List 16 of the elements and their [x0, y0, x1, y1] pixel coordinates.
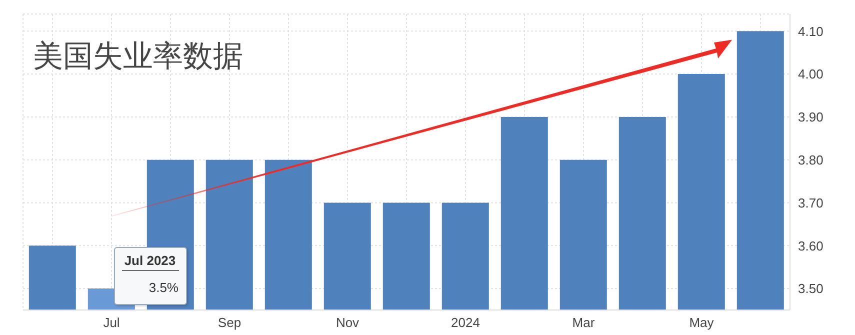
annotation: Jul 2023	[122, 252, 178, 271]
x-tick-label: Nov	[336, 315, 360, 330]
text: 美国失业率数据	[33, 38, 243, 76]
x-tick-label: 2024	[451, 315, 480, 330]
y-tick-label: 3.90	[798, 110, 824, 125]
x-tick-label: Sep	[218, 315, 242, 330]
y-tick-label: 3.50	[798, 281, 824, 296]
y-tick-label: 3.60	[798, 238, 824, 254]
x-tick-label: Jul	[103, 315, 120, 330]
y-tick-label: 3.70	[798, 195, 824, 210]
x-tick-label: Mar	[572, 315, 596, 330]
y-tick-label: 4.10	[798, 24, 824, 39]
annotation: 3.5%	[148, 280, 178, 295]
y-tick-label: 3.80	[798, 152, 824, 168]
y-tick-label: 4.00	[798, 66, 824, 82]
x-tick-label: May	[689, 315, 714, 330]
